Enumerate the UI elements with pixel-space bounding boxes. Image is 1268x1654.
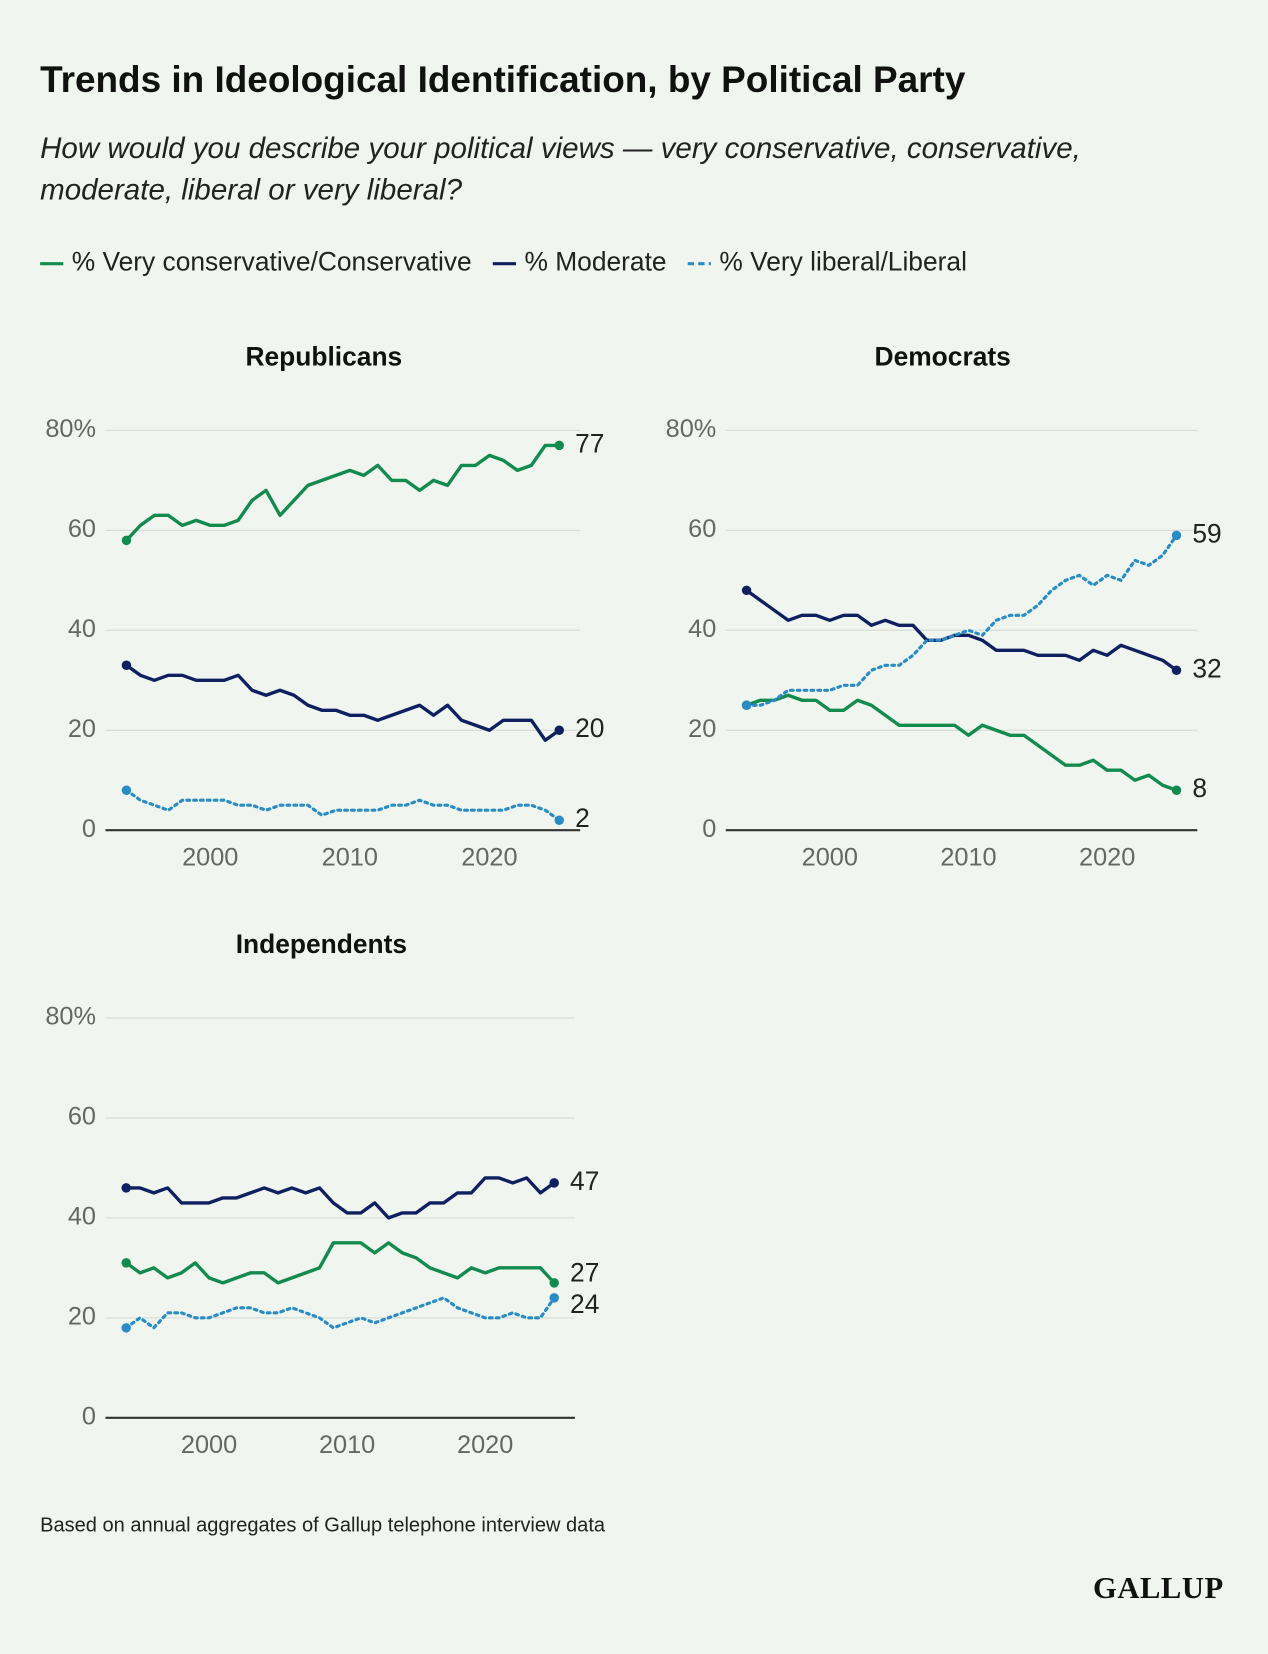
- end-point: [1171, 785, 1182, 795]
- y-tick-label: 40: [688, 615, 716, 643]
- x-tick-label: 2000: [802, 843, 858, 871]
- y-tick-label: 20: [68, 715, 96, 743]
- series-line: [124, 788, 561, 822]
- end-label: 24: [570, 1289, 599, 1319]
- end-point: [1171, 530, 1182, 541]
- end-point: [121, 535, 132, 546]
- subtitle: How would you describe your political vi…: [40, 131, 1081, 206]
- end-point: [549, 1293, 559, 1303]
- y-tick-label: 80%: [45, 415, 96, 443]
- end-point: [554, 440, 564, 451]
- legend-label: % Very liberal/Liberal: [719, 247, 967, 277]
- end-label: 8: [1192, 773, 1207, 803]
- y-tick-label: 0: [82, 1402, 96, 1430]
- legend-label: % Moderate: [524, 247, 666, 277]
- y-tick-label: 0: [702, 815, 716, 843]
- y-tick-label: 60: [68, 1103, 96, 1131]
- y-tick-label: 80%: [45, 1003, 96, 1031]
- end-label: 2: [575, 803, 590, 833]
- x-tick-label: 2020: [461, 843, 517, 871]
- series-line: [745, 588, 1178, 672]
- end-point: [121, 1258, 131, 1268]
- panel-title: Democrats: [875, 342, 1011, 372]
- end-label: 59: [1192, 518, 1221, 548]
- end-point: [549, 1178, 559, 1188]
- end-label: 77: [575, 428, 604, 458]
- end-point: [121, 785, 132, 795]
- end-label: 27: [570, 1257, 599, 1287]
- x-tick-label: 2020: [1079, 843, 1135, 871]
- end-point: [741, 585, 752, 596]
- y-tick-label: 60: [688, 515, 716, 543]
- end-label: 20: [575, 713, 604, 743]
- series-line: [125, 1241, 556, 1285]
- logo: GALLUP: [1093, 1571, 1224, 1606]
- panel-title: Independents: [236, 929, 407, 959]
- x-tick-label: 2010: [322, 843, 378, 871]
- x-tick-label: 2000: [182, 843, 238, 871]
- y-tick-label: 40: [68, 1203, 96, 1231]
- y-tick-label: 60: [68, 515, 96, 543]
- end-point: [121, 1183, 131, 1193]
- end-point: [121, 1323, 131, 1333]
- end-point: [1171, 665, 1182, 676]
- x-tick-label: 2020: [457, 1431, 513, 1459]
- series-line: [125, 443, 560, 542]
- end-point: [554, 725, 564, 736]
- end-point: [121, 660, 132, 671]
- series-line: [124, 1296, 556, 1330]
- x-tick-label: 2010: [940, 843, 996, 871]
- series-line: [744, 533, 1179, 707]
- y-tick-label: 0: [82, 815, 96, 843]
- end-point: [554, 815, 564, 825]
- x-tick-label: 2010: [319, 1431, 375, 1459]
- y-tick-label: 40: [68, 615, 96, 643]
- y-tick-label: 20: [68, 1303, 96, 1331]
- y-tick-label: 20: [688, 715, 716, 743]
- legend-label: % Very conservative/Conservative: [72, 247, 472, 277]
- footnote: Based on annual aggregates of Gallup tel…: [40, 1514, 606, 1537]
- end-point: [741, 700, 752, 711]
- end-point: [549, 1278, 559, 1288]
- series-line: [746, 693, 1178, 792]
- x-tick-label: 2000: [181, 1431, 237, 1459]
- end-label: 47: [570, 1166, 599, 1196]
- panel-title: Republicans: [245, 342, 402, 372]
- end-label: 32: [1192, 653, 1221, 683]
- series-line: [125, 663, 561, 742]
- series-line: [126, 1176, 556, 1220]
- y-tick-label: 80%: [666, 415, 717, 443]
- title: Trends in Ideological Identification, by…: [40, 59, 966, 101]
